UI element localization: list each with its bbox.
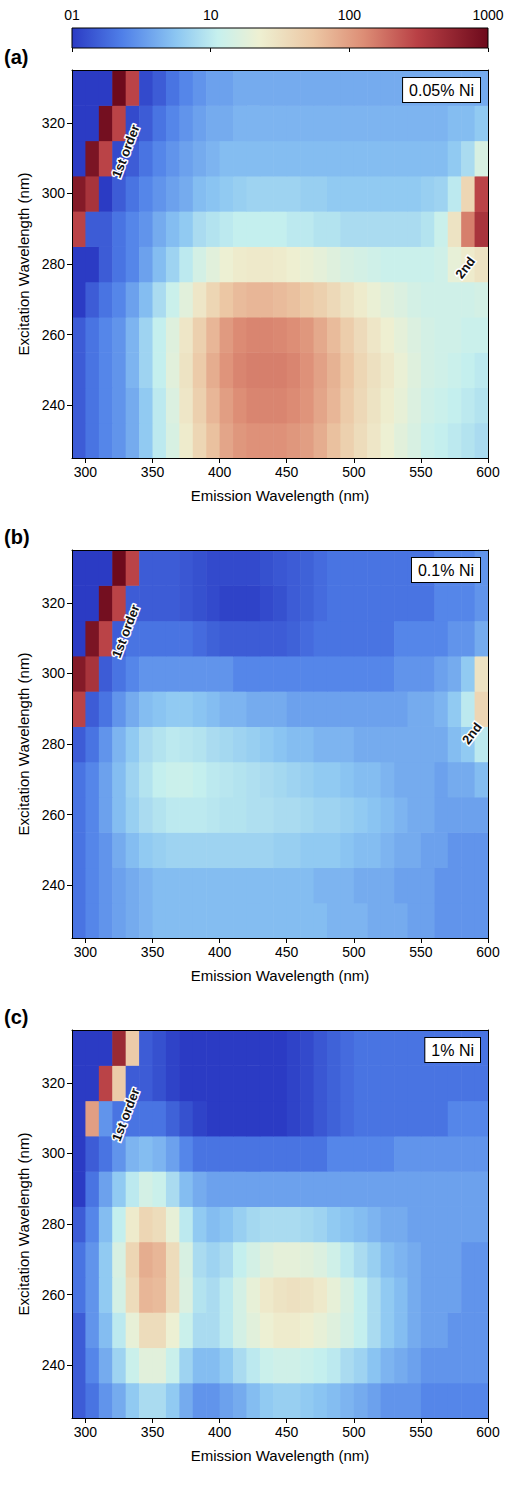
svg-text:550: 550 (409, 1424, 433, 1440)
svg-text:01: 01 (64, 7, 80, 23)
svg-text:300: 300 (74, 944, 98, 960)
svg-text:0.1% Ni: 0.1% Ni (418, 562, 474, 579)
svg-text:450: 450 (275, 464, 299, 480)
svg-text:260: 260 (42, 807, 66, 823)
svg-text:450: 450 (275, 1424, 299, 1440)
svg-text:300: 300 (42, 1145, 66, 1161)
svg-text:350: 350 (141, 464, 165, 480)
svg-text:1st order: 1st order (109, 1086, 143, 1143)
svg-text:2nd: 2nd (452, 254, 478, 282)
svg-text:350: 350 (141, 944, 165, 960)
svg-text:300: 300 (74, 464, 98, 480)
svg-text:600: 600 (476, 464, 500, 480)
svg-text:400: 400 (208, 1424, 232, 1440)
svg-text:(a): (a) (4, 46, 28, 68)
svg-text:450: 450 (275, 944, 299, 960)
svg-text:400: 400 (208, 464, 232, 480)
svg-text:280: 280 (42, 1216, 66, 1232)
svg-text:(c): (c) (4, 1006, 28, 1028)
svg-text:240: 240 (42, 397, 66, 413)
svg-text:Excitation Wavelength (nm): Excitation Wavelength (nm) (15, 1133, 32, 1316)
svg-text:280: 280 (42, 256, 66, 272)
svg-text:(b): (b) (4, 526, 30, 548)
svg-text:1st order: 1st order (109, 122, 143, 179)
svg-text:400: 400 (208, 944, 232, 960)
svg-text:Excitation Wavelength (nm): Excitation Wavelength (nm) (15, 173, 32, 356)
svg-text:1st order: 1st order (109, 602, 143, 659)
svg-text:550: 550 (409, 464, 433, 480)
svg-text:320: 320 (42, 115, 66, 131)
svg-text:Excitation Wavelength (nm): Excitation Wavelength (nm) (15, 653, 32, 836)
svg-text:Emission Wavelength (nm): Emission Wavelength (nm) (191, 487, 370, 504)
svg-text:300: 300 (42, 185, 66, 201)
svg-text:2nd: 2nd (459, 720, 485, 748)
svg-text:300: 300 (74, 1424, 98, 1440)
svg-text:300: 300 (42, 665, 66, 681)
svg-text:500: 500 (342, 944, 366, 960)
svg-text:320: 320 (42, 1075, 66, 1091)
svg-text:Emission Wavelength (nm): Emission Wavelength (nm) (191, 967, 370, 984)
svg-text:500: 500 (342, 464, 366, 480)
svg-text:260: 260 (42, 327, 66, 343)
svg-text:600: 600 (476, 944, 500, 960)
svg-text:260: 260 (42, 1287, 66, 1303)
svg-text:1000: 1000 (472, 7, 503, 23)
svg-text:0.05% Ni: 0.05% Ni (409, 82, 474, 99)
svg-text:350: 350 (141, 1424, 165, 1440)
svg-text:550: 550 (409, 944, 433, 960)
svg-text:280: 280 (42, 736, 66, 752)
svg-text:600: 600 (476, 1424, 500, 1440)
svg-text:100: 100 (338, 7, 362, 23)
svg-text:Emission Wavelength (nm): Emission Wavelength (nm) (191, 1447, 370, 1464)
svg-text:240: 240 (42, 1357, 66, 1373)
svg-text:10: 10 (203, 7, 219, 23)
svg-text:500: 500 (342, 1424, 366, 1440)
svg-text:1% Ni: 1% Ni (431, 1042, 474, 1059)
svg-text:240: 240 (42, 877, 66, 893)
svg-text:320: 320 (42, 595, 66, 611)
